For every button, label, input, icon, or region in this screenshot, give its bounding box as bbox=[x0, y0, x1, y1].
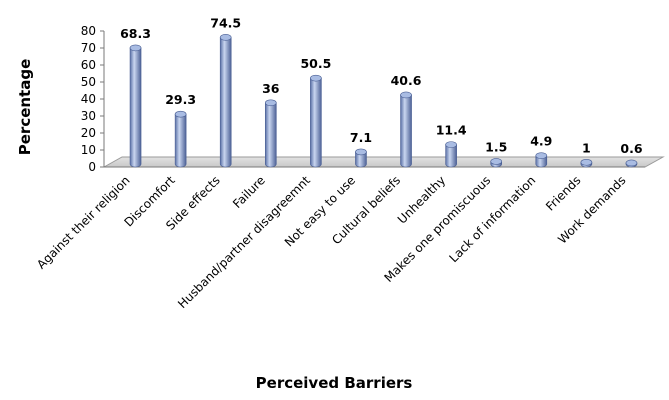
bar bbox=[400, 91, 412, 168]
data-label: 11.4 bbox=[436, 123, 467, 138]
y-tick-label: 40 bbox=[81, 92, 96, 106]
y-axis-title: Percentage bbox=[16, 59, 34, 156]
data-label: 1 bbox=[582, 140, 591, 155]
bar bbox=[219, 34, 232, 168]
bar bbox=[129, 44, 142, 168]
data-label: 4.9 bbox=[530, 134, 552, 149]
bar bbox=[535, 152, 548, 168]
bar bbox=[174, 110, 187, 168]
data-label: 36 bbox=[262, 81, 280, 96]
chart-floor bbox=[102, 156, 665, 168]
y-tick-label: 80 bbox=[81, 24, 96, 38]
data-label: 68.3 bbox=[120, 26, 151, 41]
data-label: 40.6 bbox=[391, 73, 422, 88]
data-label: 7.1 bbox=[350, 130, 372, 145]
y-tick-label: 20 bbox=[81, 126, 96, 140]
bar bbox=[310, 74, 322, 168]
category-label: Against their religion bbox=[34, 173, 132, 271]
y-tick-label: 50 bbox=[81, 75, 96, 89]
data-label: 0.6 bbox=[620, 141, 642, 156]
data-label: 29.3 bbox=[165, 92, 196, 107]
bar bbox=[490, 158, 503, 168]
bar bbox=[580, 159, 593, 168]
bar bbox=[445, 141, 457, 168]
y-tick-label: 0 bbox=[88, 160, 96, 174]
y-tick-label: 70 bbox=[81, 41, 96, 55]
x-axis-title: Perceived Barriers bbox=[256, 374, 413, 392]
bar bbox=[264, 99, 277, 168]
y-tick-label: 60 bbox=[81, 58, 96, 72]
y-tick-label: 10 bbox=[81, 143, 96, 157]
bar bbox=[625, 159, 638, 168]
category-label: Friends bbox=[543, 173, 583, 213]
data-label: 74.5 bbox=[210, 15, 241, 30]
category-label: Failure bbox=[230, 173, 268, 211]
bar bbox=[355, 148, 367, 168]
category-label: Lack of information bbox=[446, 173, 538, 265]
data-label: 1.5 bbox=[485, 139, 507, 154]
y-tick-label: 30 bbox=[81, 109, 96, 123]
data-label: 50.5 bbox=[300, 56, 331, 71]
